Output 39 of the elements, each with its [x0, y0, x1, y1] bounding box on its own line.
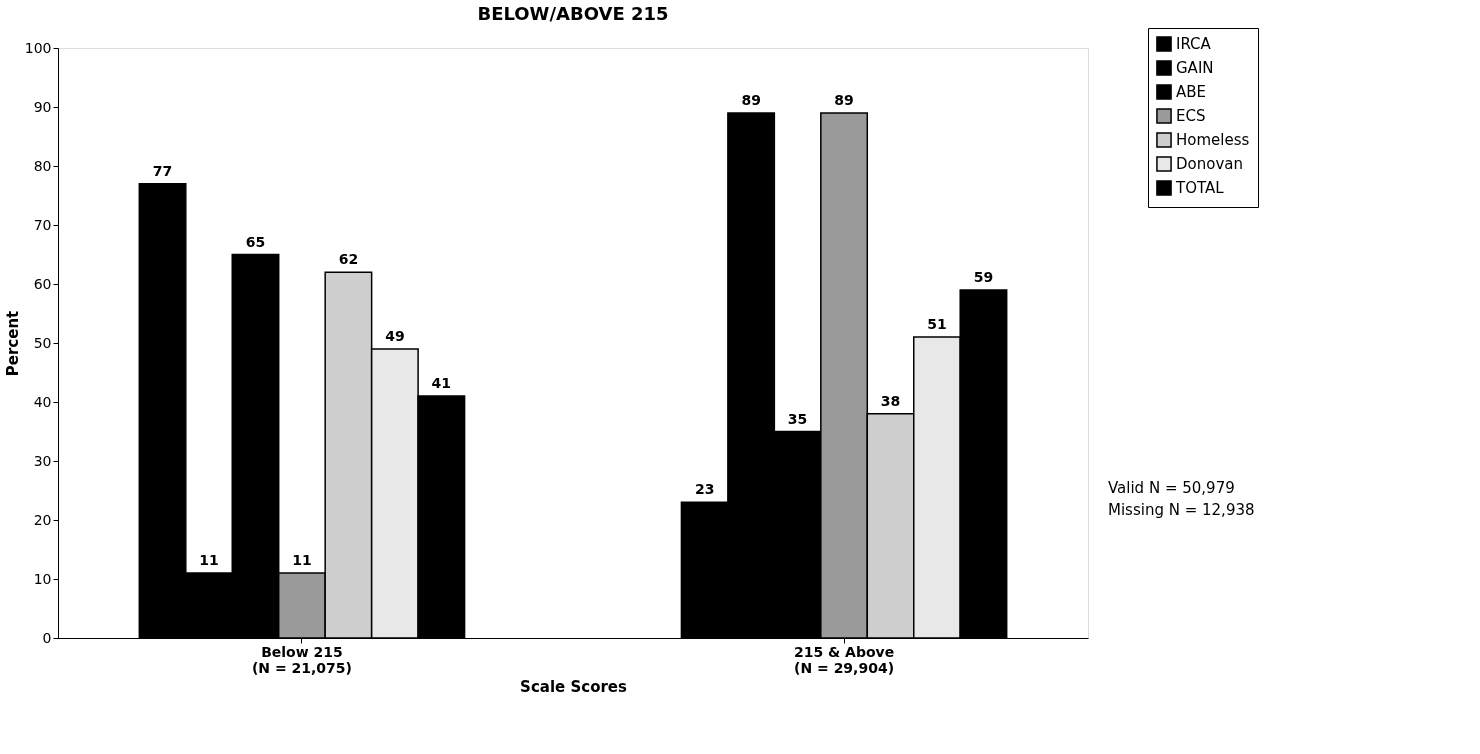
y-tick-label: 80	[33, 157, 52, 174]
y-tick-label: 30	[33, 452, 52, 469]
data-label: 65	[245, 233, 266, 250]
chart-title: BELOW/ABOVE 215	[477, 2, 669, 24]
legend-label: TOTAL	[1175, 179, 1225, 197]
data-label: 89	[834, 91, 854, 108]
x-tick-label: Below 215 (N = 21,075)	[251, 643, 352, 676]
y-tick-label: 20	[33, 511, 52, 528]
y-axis-title: Percent	[3, 310, 22, 377]
legend-label: ECS	[1176, 107, 1206, 125]
legend-label: Homeless	[1176, 131, 1250, 149]
y-tick-label: 10	[33, 570, 52, 587]
y-tick-label: 90	[33, 98, 52, 115]
data-label: 35	[787, 410, 808, 427]
y-tick-label: 60	[33, 275, 52, 292]
data-label: 11	[199, 552, 219, 569]
data-label: 38	[880, 392, 901, 409]
data-label: 89	[741, 91, 761, 108]
text: Valid N = 50,979	[1108, 479, 1235, 497]
data-label: 62	[338, 251, 359, 268]
data-label: 23	[694, 481, 715, 498]
data-label: 11	[292, 552, 312, 569]
legend-label: IRCA	[1176, 35, 1212, 53]
text: Missing N = 12,938	[1108, 501, 1255, 519]
legend-label: GAIN	[1176, 59, 1214, 77]
data-label: 51	[927, 316, 947, 333]
data-label: 77	[152, 162, 173, 179]
data-label: 59	[973, 268, 994, 285]
x-tick-label: 215 & Above (N = 29,904)	[793, 643, 895, 676]
y-tick-label: 100	[24, 39, 52, 56]
data-label: 41	[431, 375, 452, 392]
legend-label: ABE	[1176, 83, 1207, 101]
y-tick-label: 40	[33, 393, 52, 410]
data-label: 49	[385, 327, 405, 344]
y-tick-label: 50	[33, 334, 52, 351]
y-tick-label: 0	[42, 629, 52, 646]
legend-label: Donovan	[1176, 155, 1243, 173]
x-axis-title: Scale Scores	[520, 677, 627, 696]
y-tick-label: 70	[33, 216, 52, 233]
